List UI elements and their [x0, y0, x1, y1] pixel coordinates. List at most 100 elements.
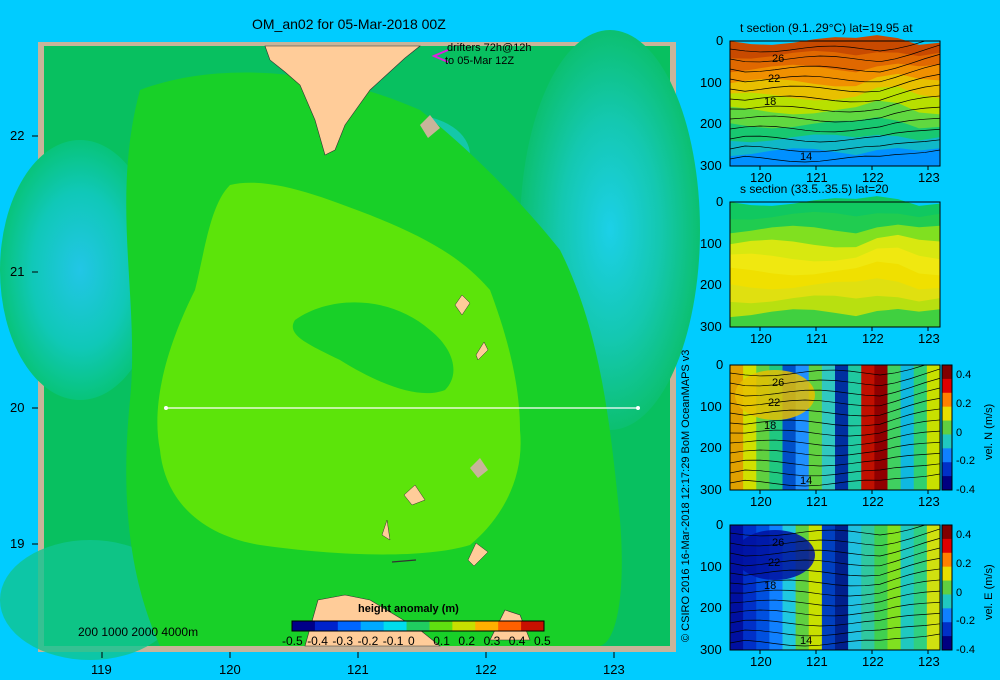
depth-legend: 200 1000 2000 4000m — [78, 625, 199, 639]
velocity-colorbar-tick: 0 — [956, 426, 963, 439]
drifters-label-2: to 05-Mar 12Z — [445, 55, 515, 67]
panel-x-tick: 120 — [750, 170, 772, 185]
panel-x-tick: 122 — [862, 170, 884, 185]
panel-x-tick: 123 — [918, 654, 940, 669]
colorbar-tick-label: -0.2 — [357, 634, 379, 648]
velocity-colorbar-tick: -0.2 — [956, 615, 975, 628]
contour-label: 18 — [764, 96, 777, 108]
contour-label: 22 — [768, 397, 781, 409]
contour-label: 14 — [800, 475, 813, 487]
panel-y-tick: 100 — [700, 398, 722, 414]
colorbar-tick-label: 0 — [408, 634, 415, 648]
contour-label: 18 — [764, 420, 777, 432]
panel-x-tick: 121 — [806, 654, 828, 669]
colorbar-swatch — [360, 621, 385, 631]
lat-tick: 19 — [10, 536, 25, 551]
contour-label: 26 — [772, 537, 785, 549]
colorbar-tick-label: -0.3 — [332, 634, 354, 648]
panel-y-tick: 0 — [716, 194, 724, 209]
drifter-arrow-icon — [431, 49, 449, 63]
contour-label: 26 — [772, 377, 785, 389]
velocity-colorbar-tick: -0.2 — [956, 455, 975, 468]
colorbar-swatch — [314, 621, 339, 631]
panel-x-tick: 121 — [806, 170, 828, 185]
colorbar-swatch — [521, 621, 545, 631]
velocity-colorbar-tick: 0 — [956, 586, 963, 599]
colorbar-tick-label: 0.2 — [458, 634, 476, 648]
colorbar-tick-label: 0.3 — [483, 634, 501, 648]
lon-tick: 120 — [219, 662, 241, 677]
contour-label: 14 — [800, 635, 813, 647]
panel-x-tick: 122 — [862, 654, 884, 669]
colorbar-title: height anomaly (m) — [358, 603, 459, 615]
panel-x-tick: 123 — [918, 494, 940, 509]
panel-y-tick: 0 — [716, 517, 724, 532]
colorbar-tick-label: 0.4 — [508, 634, 526, 648]
lat-tick: 21 — [10, 264, 25, 279]
panel-y-tick: 300 — [700, 158, 722, 173]
panel-y-tick: 100 — [700, 235, 722, 251]
contour-label: 22 — [768, 557, 781, 569]
panel-y-tick: 0 — [716, 33, 724, 48]
panel-y-tick: 300 — [700, 482, 722, 497]
colorbar-swatch — [475, 621, 499, 631]
colorbar-swatch — [429, 621, 453, 631]
left-low-eddy — [0, 140, 160, 400]
velocity-colorbar-tick: 0.4 — [956, 369, 972, 381]
panel-title: s section (33.5..35.5) lat=20 — [740, 182, 889, 196]
height-anomaly-colorbar — [291, 620, 545, 632]
colorbar-swatch — [383, 621, 408, 631]
velocity-colorbar-tick: 0.4 — [956, 529, 972, 541]
panel-y-tick: 300 — [700, 319, 722, 334]
contour-label: 14 — [800, 151, 813, 163]
contour-label: 26 — [772, 53, 785, 65]
lat-tick: 20 — [10, 400, 25, 415]
drifters-label-1: drifters 72h@12h — [447, 42, 532, 54]
high-anomaly-ridge — [157, 182, 521, 555]
panel-y-tick: 100 — [700, 558, 722, 574]
contour-label: 18 — [764, 580, 777, 592]
map-title: OM_an02 for 05-Mar-2018 00Z — [252, 16, 446, 32]
colorbar-swatch — [452, 621, 476, 631]
colorbar-swatch — [337, 621, 362, 631]
panel-x-tick: 122 — [862, 331, 884, 346]
panel-title: t section (9.1..29°C) lat=19.95 at — [740, 21, 913, 35]
panel-x-tick: 120 — [750, 331, 772, 346]
panel-x-tick: 123 — [918, 170, 940, 185]
colorbar-swatch — [292, 621, 316, 631]
panel-x-tick: 121 — [806, 331, 828, 346]
lon-tick: 123 — [603, 662, 625, 677]
lat-tick: 22 — [10, 128, 25, 143]
lon-tick: 119 — [91, 662, 112, 677]
contour-label: 22 — [768, 73, 781, 85]
colorbar-tick-label: -0.4 — [307, 634, 328, 648]
velocity-colorbar-tick: 0.2 — [956, 397, 972, 410]
lon-tick: 122 — [475, 662, 497, 677]
colorbar-swatch — [498, 621, 522, 631]
velocity-colorbar-label: vel. E (m/s) — [983, 564, 995, 620]
colorbar-tick-label: -0.1 — [382, 634, 404, 648]
panel-y-tick: 300 — [700, 642, 722, 657]
velocity-colorbar-tick: 0.2 — [956, 557, 972, 570]
velocity-colorbar-tick: -0.4 — [956, 644, 975, 656]
panel-y-tick: 200 — [700, 600, 722, 616]
colorbar-tick-label: 0.1 — [433, 634, 450, 648]
colorbar-tick-label: -0.5 — [282, 634, 303, 648]
lon-tick: 121 — [347, 662, 369, 677]
panel-x-tick: 121 — [806, 494, 828, 509]
panel-x-tick: 122 — [862, 494, 884, 509]
land-taiwan — [264, 45, 421, 156]
panel-x-tick: 120 — [750, 494, 772, 509]
panel-y-tick: 200 — [700, 116, 722, 132]
colorbar-swatch — [406, 621, 430, 631]
panel-y-tick: 0 — [716, 357, 724, 372]
colorbar-tick-label: 0.5 — [534, 634, 551, 648]
panel-y-tick: 200 — [700, 440, 722, 456]
